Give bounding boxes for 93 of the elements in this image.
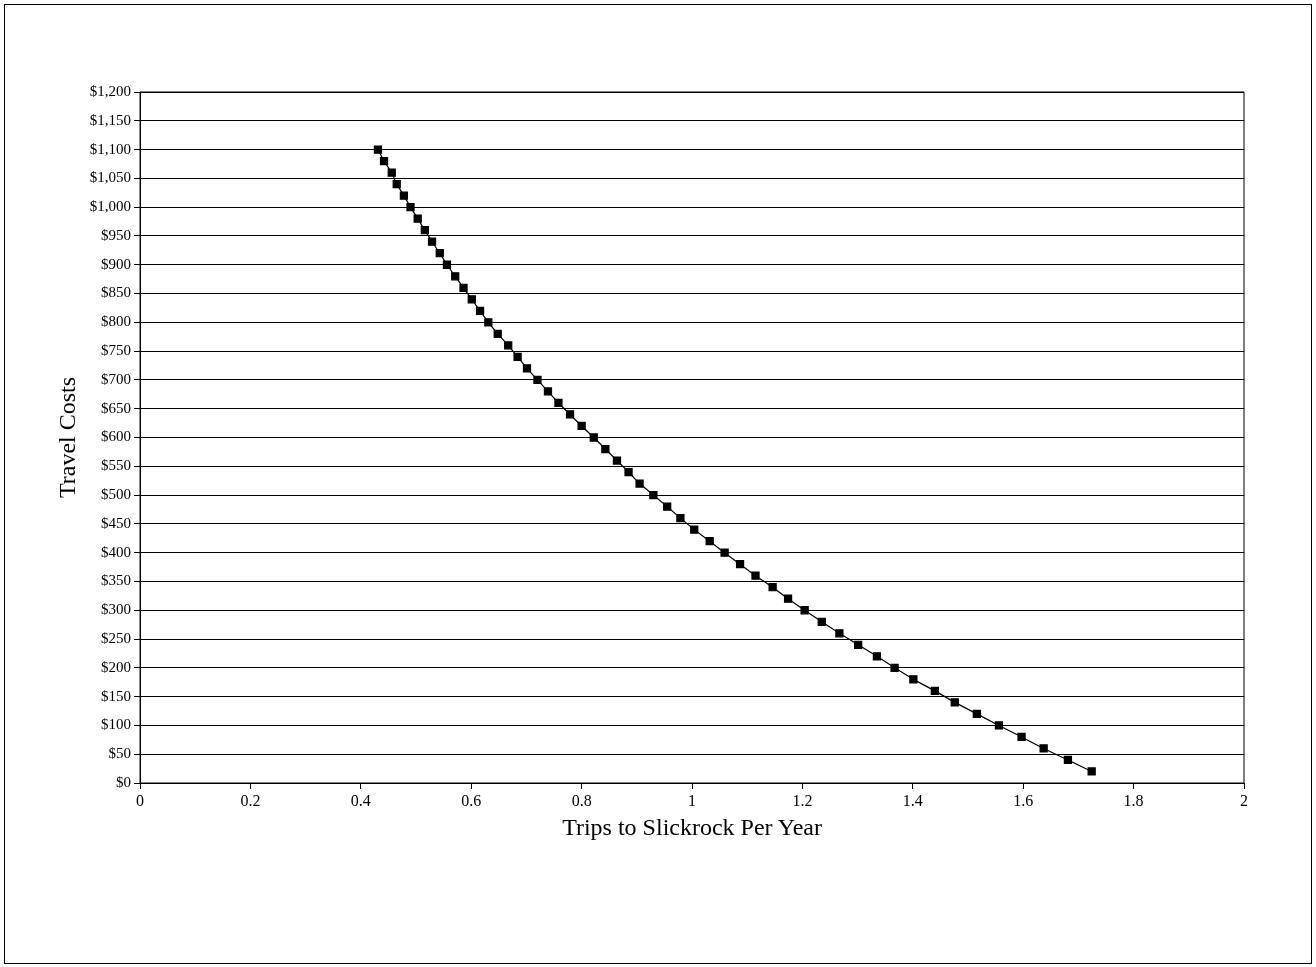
point xyxy=(1039,744,1048,753)
point xyxy=(484,318,493,327)
point xyxy=(373,145,383,154)
y-tick-label: $700 xyxy=(101,370,132,387)
point xyxy=(399,191,409,200)
point xyxy=(649,490,658,500)
y-tick-label: $650 xyxy=(101,399,132,416)
y-tick-label: $900 xyxy=(101,255,132,272)
point xyxy=(783,594,793,603)
point xyxy=(387,168,396,177)
y-tick-label: $1,200 xyxy=(89,82,132,99)
y-tick-label: $50 xyxy=(108,745,132,762)
point xyxy=(768,583,777,592)
point xyxy=(427,237,437,246)
y-tick-label: $1,100 xyxy=(89,140,132,157)
point xyxy=(872,652,882,661)
y-tick-label: $1,000 xyxy=(89,198,132,215)
point xyxy=(392,180,401,189)
y-tick-label: $350 xyxy=(101,572,132,589)
y-tick-label: $600 xyxy=(101,428,132,445)
x-tick-label: 1.4 xyxy=(902,791,923,809)
point xyxy=(1087,767,1096,776)
point xyxy=(972,709,981,719)
x-tick-label: 1.8 xyxy=(1123,791,1144,809)
point xyxy=(994,721,1004,730)
y-tick-label: $800 xyxy=(101,313,132,330)
point xyxy=(475,306,485,315)
point xyxy=(543,387,553,396)
x-tick-label: 1.6 xyxy=(1013,791,1034,809)
x-tick-label: 0.8 xyxy=(571,791,592,809)
point xyxy=(800,606,809,615)
point xyxy=(451,272,460,281)
y-tick-label: $950 xyxy=(101,226,132,243)
point xyxy=(690,525,699,534)
x-tick-label: 0.2 xyxy=(240,791,261,809)
point xyxy=(379,156,389,166)
point xyxy=(442,260,452,269)
point xyxy=(909,675,918,684)
x-axis-title: Trips to Slickrock Per Year xyxy=(562,813,822,840)
x-tick-label: 2 xyxy=(1240,791,1248,809)
point xyxy=(554,398,563,408)
x-tick-label: 1.2 xyxy=(792,791,813,809)
point xyxy=(663,502,672,511)
point xyxy=(854,640,863,649)
point xyxy=(817,617,826,626)
point xyxy=(735,560,745,569)
point xyxy=(751,571,760,580)
point xyxy=(624,467,633,477)
point xyxy=(930,686,940,695)
point xyxy=(533,375,542,385)
point xyxy=(435,249,444,258)
point xyxy=(601,444,610,454)
point xyxy=(565,410,575,419)
x-tick-label: 0.6 xyxy=(461,791,482,809)
point xyxy=(522,364,532,373)
y-tick-label: $1,050 xyxy=(89,169,132,186)
y-tick-label: $400 xyxy=(101,543,132,560)
y-tick-label: $150 xyxy=(101,687,132,704)
y-tick-label: $200 xyxy=(101,658,132,675)
point xyxy=(676,513,685,523)
point xyxy=(720,548,729,557)
y-tick-label: $500 xyxy=(101,486,132,503)
point xyxy=(504,341,513,350)
y-tick-label: $850 xyxy=(101,284,132,301)
point xyxy=(413,214,422,223)
y-tick-label: $0 xyxy=(116,773,132,790)
y-tick-label: $100 xyxy=(101,716,132,733)
y-tick-label: $750 xyxy=(101,342,132,359)
point xyxy=(1063,755,1073,765)
y-tick-label: $300 xyxy=(101,601,132,618)
point xyxy=(705,537,714,546)
y-tick-label: $1,150 xyxy=(89,111,132,128)
point xyxy=(635,479,644,488)
y-axis-title: Travel Costs xyxy=(53,376,80,499)
x-tick-label: 1 xyxy=(688,791,697,809)
y-tick-label: $550 xyxy=(101,457,132,474)
point xyxy=(835,629,844,638)
point xyxy=(493,329,502,338)
y-tick-label: $250 xyxy=(101,629,132,646)
point xyxy=(459,283,468,292)
point xyxy=(467,295,476,304)
point xyxy=(406,203,415,212)
point xyxy=(612,456,622,465)
point xyxy=(420,226,430,235)
point xyxy=(890,663,899,672)
point xyxy=(577,421,586,431)
y-tick-label: $450 xyxy=(101,514,132,531)
point xyxy=(1017,732,1026,742)
point xyxy=(589,433,598,442)
x-tick-label: 0.4 xyxy=(350,791,371,809)
point xyxy=(950,698,959,707)
x-tick-label: 0 xyxy=(136,791,145,809)
point xyxy=(513,352,522,362)
